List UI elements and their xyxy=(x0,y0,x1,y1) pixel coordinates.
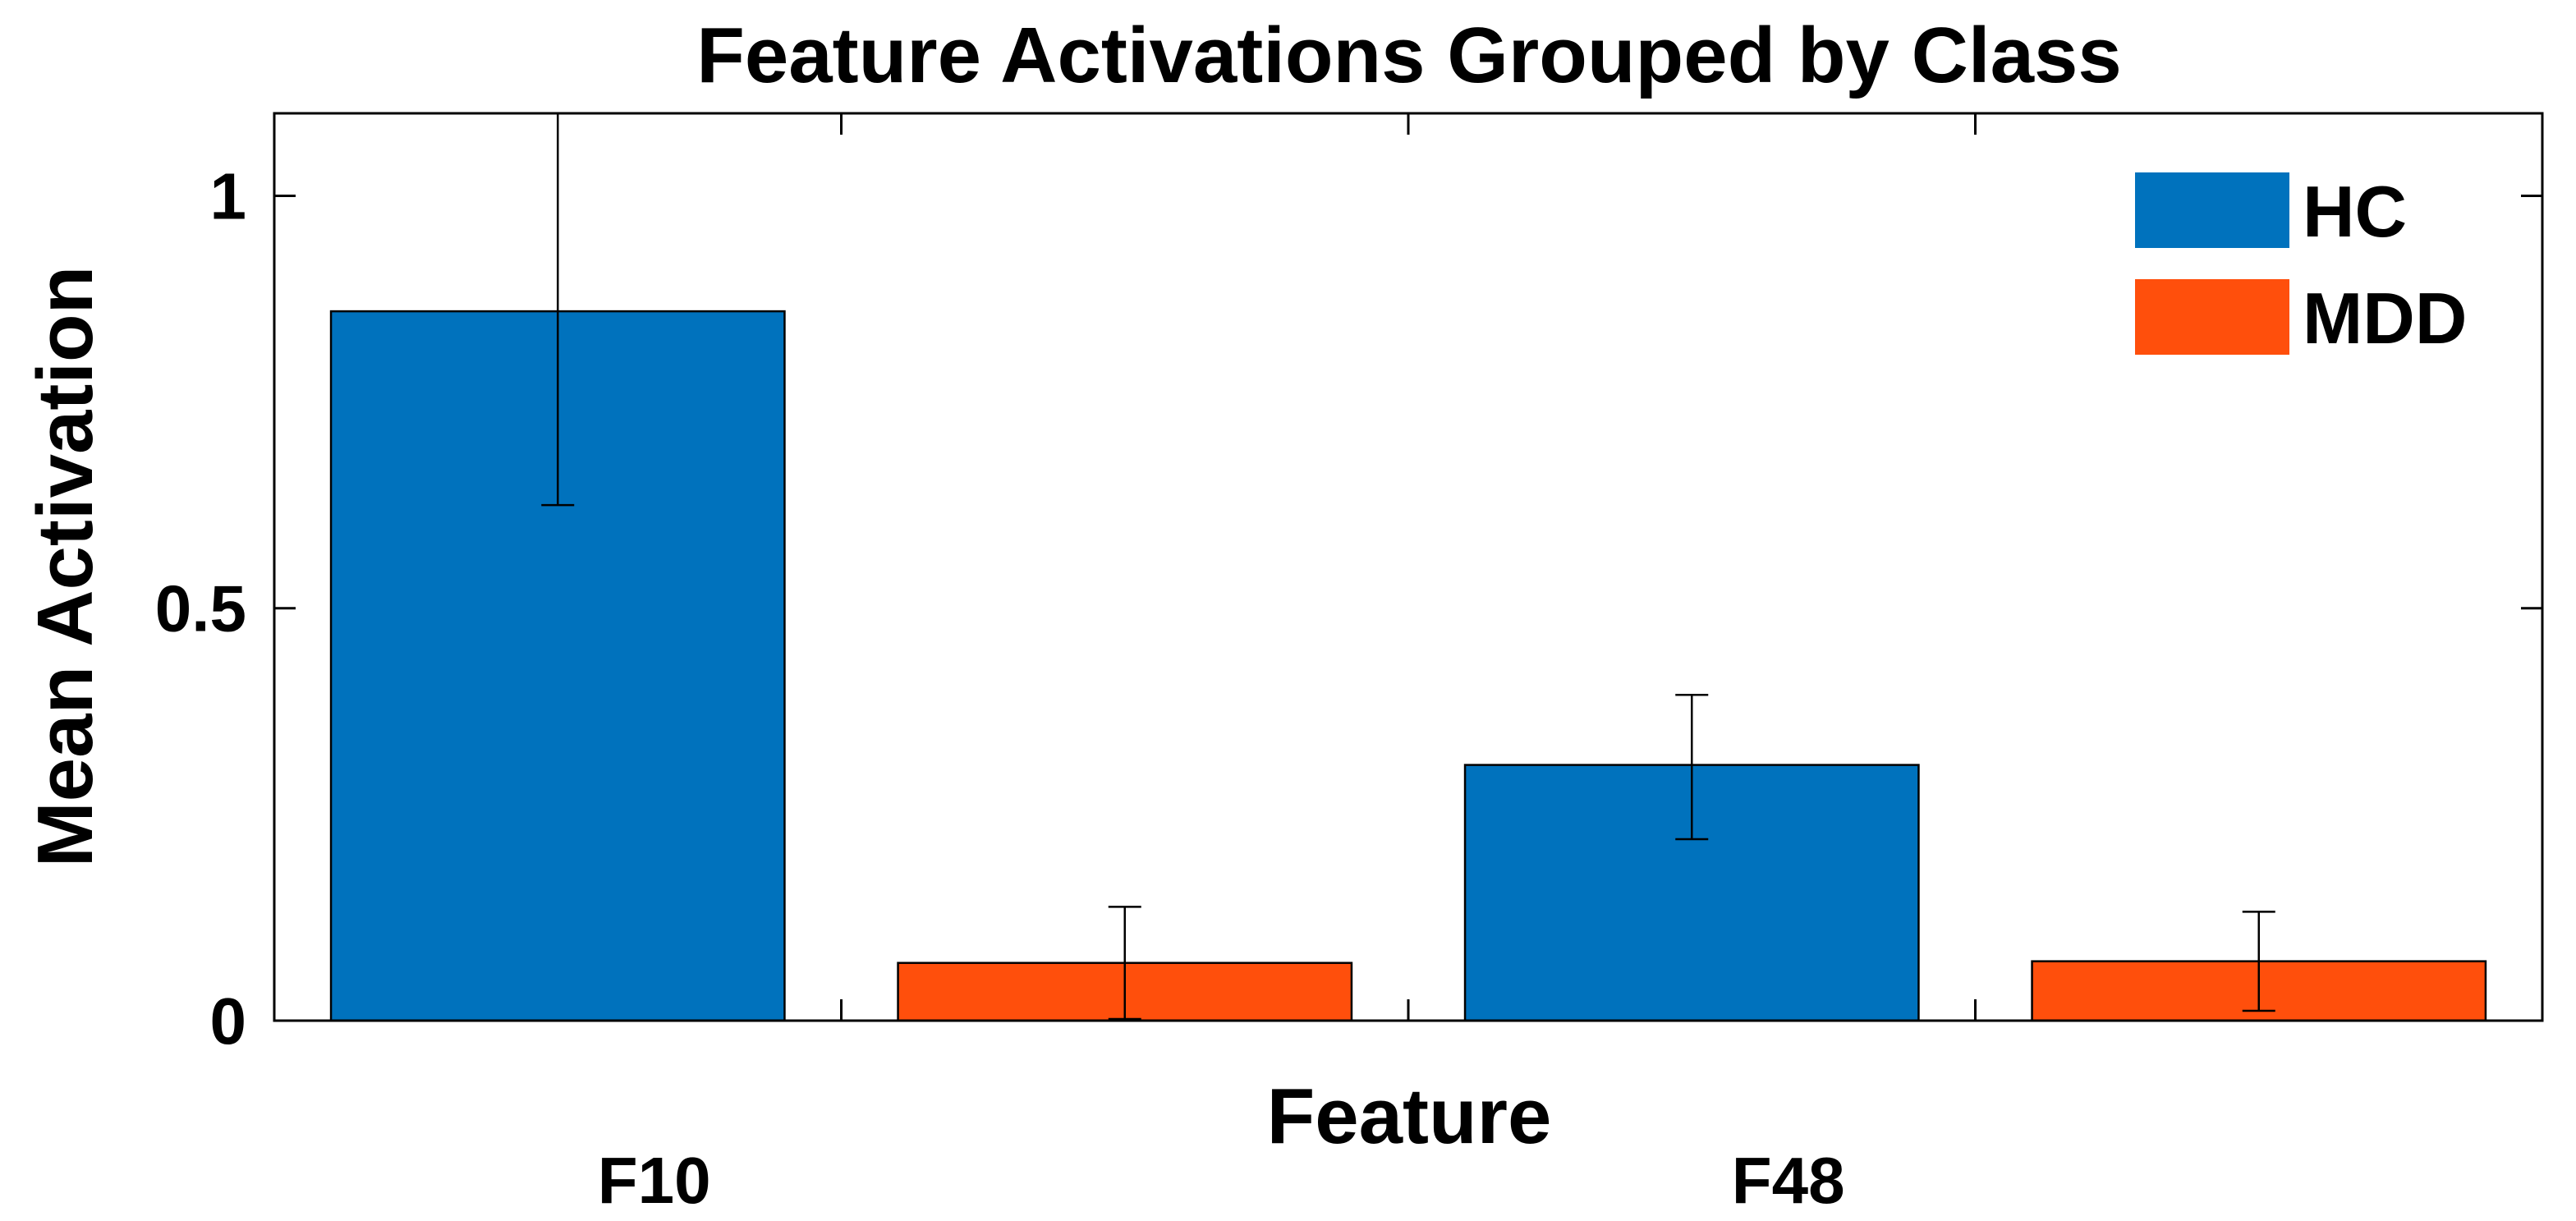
x-tick-label: F10 xyxy=(598,1144,711,1217)
legend-label-mdd: MDD xyxy=(2303,278,2467,359)
plot-area: 0 0.5 1 F10 F48 HC MDD xyxy=(155,112,2544,1217)
chart-title: Feature Activations Grouped by Class xyxy=(696,11,2122,99)
x-tick-label: F48 xyxy=(1732,1144,1845,1217)
y-tick-label: 0 xyxy=(210,985,247,1058)
y-axis-label: Mean Activation xyxy=(21,266,109,868)
y-tick-label: 1 xyxy=(210,159,247,232)
x-axis-label: Feature xyxy=(1267,1072,1552,1160)
legend-swatch-mdd xyxy=(2135,279,2289,355)
y-tick-label: 0.5 xyxy=(155,572,246,645)
legend-swatch-hc xyxy=(2135,172,2289,248)
legend-label-hc: HC xyxy=(2303,171,2407,252)
